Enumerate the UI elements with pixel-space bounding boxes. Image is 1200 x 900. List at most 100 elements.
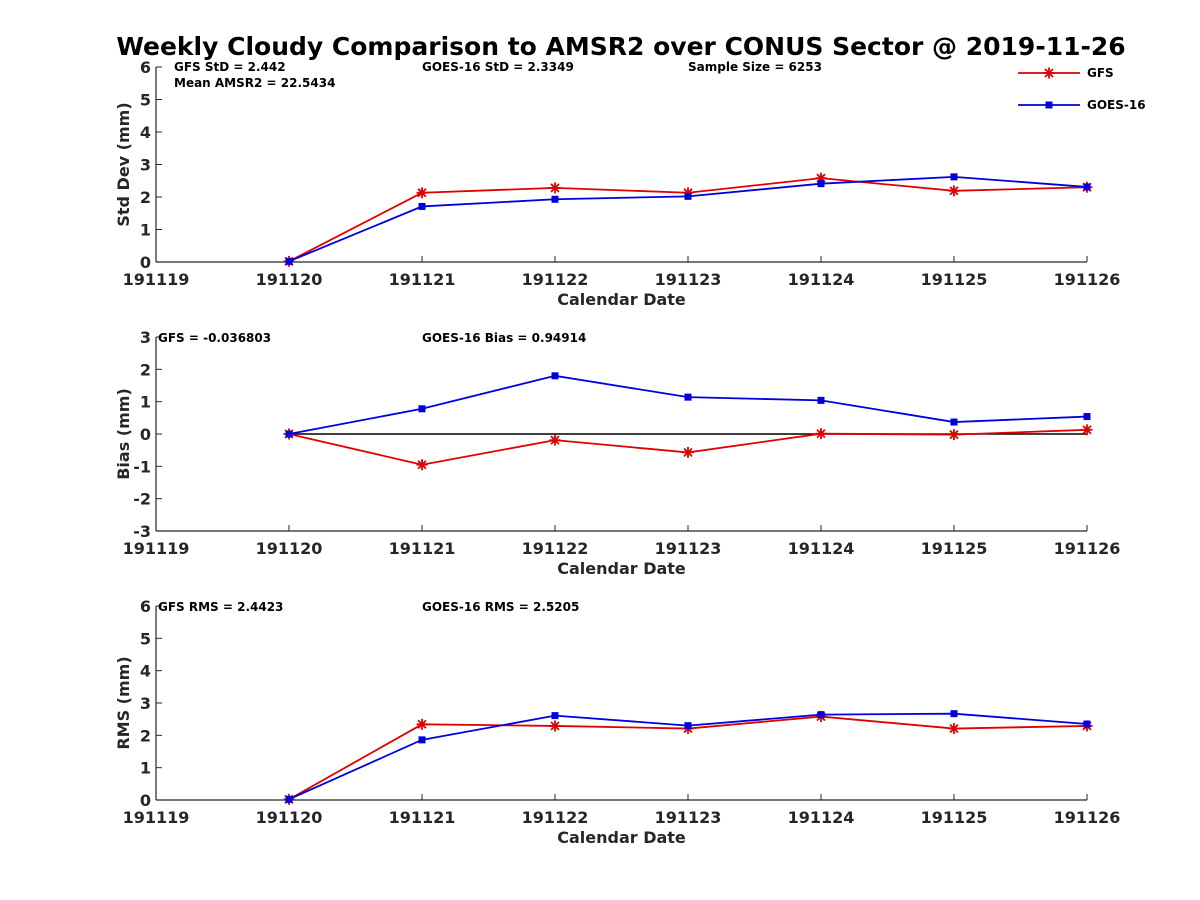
data-point [551,712,559,720]
marker-stroke [417,719,427,729]
data-point [551,195,559,203]
marker-stroke [417,188,427,198]
y-tick-label: 1 [140,759,151,778]
x-tick-label: 191121 [389,808,456,827]
data-point [549,720,561,732]
data-point [285,795,293,803]
x-tick-label: 191125 [921,808,988,827]
y-tick-label: 2 [140,726,151,745]
y-tick-label: 2 [140,360,151,379]
marker-stroke [949,430,959,440]
stat-annotation: GOES-16 RMS = 2.5205 [422,600,579,614]
y-tick-label: 1 [140,393,151,412]
chart-title: Weekly Cloudy Comparison to AMSR2 over C… [116,32,1125,61]
data-point [948,185,960,197]
marker-stroke [550,721,560,731]
x-tick-label: 191120 [256,270,323,289]
stat-annotation: Mean AMSR2 = 22.5434 [174,76,335,90]
marker-stroke [949,723,959,734]
marker-stroke [816,429,826,439]
data-point [1081,424,1093,436]
x-tick-label: 191122 [522,270,589,289]
x-tick-label: 191119 [123,539,190,558]
y-axis-label: Std Dev (mm) [114,102,133,226]
legend-item-goes-16: GOES-16 [1018,98,1146,112]
legend-item-gfs: GFS [1018,66,1114,80]
legend-label: GOES-16 [1087,98,1146,112]
x-axis-label: Calendar Date [557,559,686,578]
legend: GFS GOES-16 [1018,66,1146,112]
x-tick-label: 191119 [123,808,190,827]
data-point [416,459,428,471]
y-tick-label: -3 [133,522,151,541]
x-tick-label: 191120 [256,539,323,558]
stat-annotation: GOES-16 Bias = 0.94914 [422,331,586,345]
data-point [817,180,825,188]
marker-stroke [1082,425,1092,435]
x-axis-label: Calendar Date [557,290,686,309]
data-point [684,393,692,401]
x-tick-label: 191126 [1054,270,1121,289]
y-tick-label: 3 [140,694,151,713]
data-point [416,187,428,199]
y-tick-label: 0 [140,425,151,444]
x-tick-label: 191120 [256,808,323,827]
stat-annotation: GFS StD = 2.442 [174,60,286,74]
y-tick-label: 5 [140,629,151,648]
series-goes-16 [285,710,1091,803]
data-point [950,418,958,426]
x-tick-label: 191125 [921,539,988,558]
x-axis-label: Calendar Date [557,828,686,847]
x-tick-label: 191122 [522,539,589,558]
data-point [684,722,692,730]
x-tick-label: 191123 [655,808,722,827]
legend-marker [1043,67,1055,79]
legend-label: GFS [1087,66,1114,80]
data-point [418,202,426,210]
y-tick-label: 4 [140,123,151,142]
data-point [817,711,825,719]
y-tick-label: 0 [140,253,151,272]
data-point [549,434,561,446]
data-point [418,405,426,413]
data-point [950,710,958,718]
x-tick-label: 191126 [1054,539,1121,558]
series-goes-16 [285,372,1091,438]
marker-stroke [683,447,693,458]
y-tick-label: 5 [140,91,151,110]
x-tick-label: 191121 [389,270,456,289]
data-point [948,723,960,735]
y-axis-label: RMS (mm) [114,656,133,749]
marker-stroke [417,460,427,470]
x-tick-label: 191124 [788,808,855,827]
panels-layer: 0 1 2 3 4 5 6 191119 191120 191121 191122 191123 191… [114,58,1120,847]
marker-stroke [550,183,560,193]
series-goes-16 [285,173,1091,265]
data-point [551,372,559,380]
y-tick-label: 3 [140,328,151,347]
marker-stroke [550,435,560,445]
stat-annotation: GFS RMS = 2.4423 [158,600,283,614]
data-point [682,446,694,458]
y-tick-label: 4 [140,662,151,681]
data-point [950,173,958,181]
legend-marker [1045,101,1053,109]
x-tick-label: 191119 [123,270,190,289]
x-tick-label: 191122 [522,808,589,827]
data-point [285,430,293,438]
panel-stddev: 0 1 2 3 4 5 6 191119 191120 191121 191122 191123 191… [114,58,1120,309]
data-point [1083,183,1091,191]
panel-rms: 0 1 2 3 4 5 6 191119 191120 191121 191122 191123 191… [114,597,1120,847]
x-tick-label: 191123 [655,539,722,558]
stat-annotation: Sample Size = 6253 [688,60,822,74]
x-tick-label: 191125 [921,270,988,289]
y-tick-label: 6 [140,597,151,616]
stat-annotation: GOES-16 StD = 2.3349 [422,60,574,74]
data-point [285,257,293,265]
data-point [416,718,428,730]
data-point [815,428,827,440]
data-point [1083,413,1091,421]
data-point [418,736,426,744]
